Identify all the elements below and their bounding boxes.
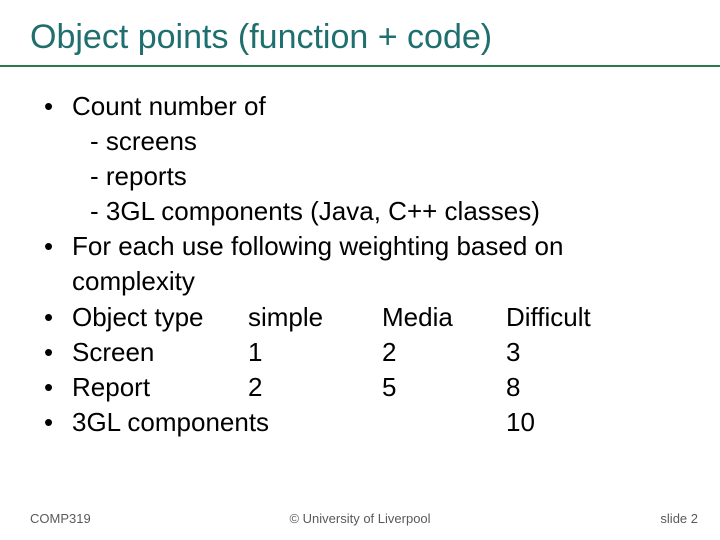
bullet-mark: •: [36, 300, 72, 335]
footer-center: © University of Liverpool: [289, 511, 430, 526]
slide-title: Object points (function + code): [30, 18, 690, 57]
table-cell: 1: [248, 335, 382, 370]
title-underline: [0, 65, 720, 67]
table-cell: simple: [248, 300, 382, 335]
table-cell: Object type: [72, 300, 248, 335]
table-cell: 8: [506, 370, 626, 405]
bullet-mark: •: [36, 335, 72, 370]
table-cell: Screen: [72, 335, 248, 370]
footer-left: COMP319: [30, 511, 91, 526]
table-cell: Report: [72, 370, 248, 405]
sub-item: - 3GL components (Java, C++ classes): [36, 194, 690, 229]
table-cell: Media: [382, 300, 506, 335]
table-row: • Report 2 5 8: [36, 370, 690, 405]
table-cell: 10: [506, 405, 626, 440]
table-cell: 5: [382, 370, 506, 405]
bullet-text: For each use following weighting based o…: [72, 229, 690, 299]
bullet-mark: •: [36, 229, 72, 264]
bullet-mark: •: [36, 89, 72, 124]
table-header-row: • Object type simple Media Difficult: [36, 300, 690, 335]
bullet-text: Count number of: [72, 89, 690, 124]
bullet-mark: •: [36, 370, 72, 405]
bullet-mark: •: [36, 405, 72, 440]
sub-item: - screens: [36, 124, 690, 159]
table-cell: 2: [382, 335, 506, 370]
table-cell: 3: [506, 335, 626, 370]
sub-item: - reports: [36, 159, 690, 194]
bullet-item: • For each use following weighting based…: [36, 229, 690, 299]
table-cell: 2: [248, 370, 382, 405]
table-row: • 3GL components 10: [36, 405, 690, 440]
footer-right: slide 2: [660, 511, 698, 526]
slide: Object points (function + code) • Count …: [0, 0, 720, 540]
table-cell: Difficult: [506, 300, 626, 335]
table-cell: 3GL components: [72, 405, 382, 440]
bullet-item: • Count number of: [36, 89, 690, 124]
table-row: • Screen 1 2 3: [36, 335, 690, 370]
slide-footer: COMP319 © University of Liverpool slide …: [0, 511, 720, 526]
slide-content: • Count number of - screens - reports - …: [30, 89, 690, 440]
